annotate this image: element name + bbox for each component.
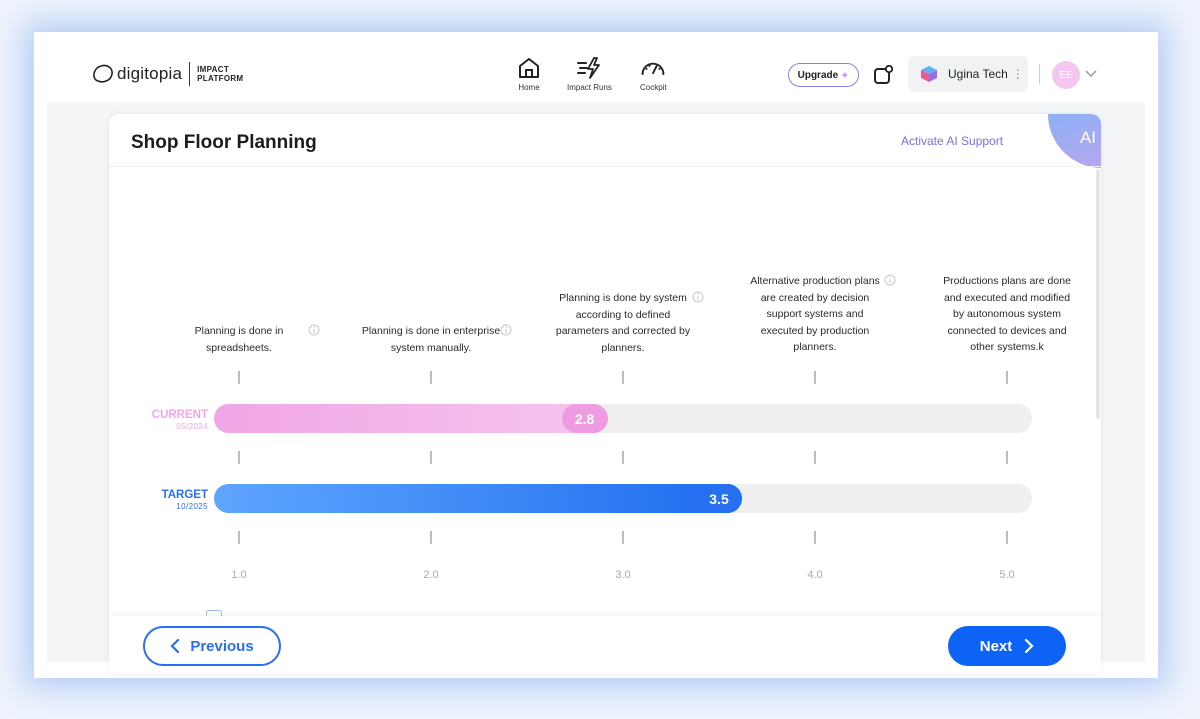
nav-home-label: Home <box>518 83 540 92</box>
card-title: Shop Floor Planning <box>131 132 317 153</box>
notification-icon[interactable] <box>873 65 893 85</box>
header-divider <box>1039 64 1040 84</box>
scale-tick <box>814 371 816 384</box>
card-header-divider <box>109 166 1101 167</box>
digitopia-logo-icon <box>93 64 113 83</box>
cockpit-icon <box>641 62 665 76</box>
previous-button[interactable]: Previous <box>143 626 281 666</box>
logo-subtitle-line1: IMPACT <box>197 65 230 74</box>
card-footer: Previous Next <box>109 616 1101 674</box>
previous-label: Previous <box>190 637 254 655</box>
nav-cockpit[interactable]: Cockpit <box>640 56 667 92</box>
current-bar-label: CURRENT 05/2024 <box>131 409 208 431</box>
impact-runs-icon <box>577 57 601 79</box>
scale-tick <box>622 371 624 384</box>
target-bar-label: TARGET 10/2025 <box>131 489 208 511</box>
axis-label-3: 3.0 <box>615 569 631 581</box>
scale-tick <box>430 371 432 384</box>
logo-subtitle-line2: PLATFORM <box>197 74 244 83</box>
nav-impact-runs-label: Impact Runs <box>567 83 612 92</box>
level-description-1: Planning is done in spreadsheets. <box>194 325 284 354</box>
nav-cockpit-label: Cockpit <box>640 83 667 92</box>
scale-tick <box>430 531 432 544</box>
level-description-4: Alternative production plans are created… <box>750 275 880 353</box>
axis-label-5: 5.0 <box>999 569 1015 581</box>
axis-label-2: 2.0 <box>423 569 439 581</box>
checkbox-icon[interactable] <box>206 610 222 620</box>
level-description-3: Planning is done by system according to … <box>555 292 691 354</box>
scale-tick <box>238 451 240 464</box>
sparkle-icon: ✦ <box>840 69 850 82</box>
scale-tick <box>814 531 816 544</box>
logo-divider <box>189 62 191 86</box>
ai-badge-label: AI <box>1079 128 1096 147</box>
current-value-badge[interactable]: 2.8 <box>561 404 608 433</box>
target-fill <box>214 484 742 513</box>
scale-tick <box>238 371 240 384</box>
chevron-down-icon[interactable] <box>1085 69 1097 79</box>
logo-text: digitopia <box>117 64 183 83</box>
scale-tick <box>430 451 432 464</box>
organization-logo-icon <box>921 66 937 82</box>
info-icon[interactable] <box>692 291 704 303</box>
organization-switcher[interactable]: Ugina Tech ⋮ <box>908 56 1028 92</box>
axis-label-1: 1.0 <box>231 569 247 581</box>
scale-tick <box>1006 531 1008 544</box>
next-label: Next <box>979 637 1013 655</box>
info-icon[interactable] <box>308 324 320 336</box>
scale-tick <box>1006 451 1008 464</box>
assessment-card: Shop Floor Planning Activate AI Support … <box>109 114 1101 674</box>
chevron-left-icon <box>170 639 180 653</box>
level-description-2: Planning is done in enterprise system ma… <box>361 325 501 354</box>
axis-label-4: 4.0 <box>807 569 823 581</box>
scale-tick <box>238 531 240 544</box>
nav-impact-runs[interactable]: Impact Runs <box>567 56 612 92</box>
top-header: digitopia IMPACT PLATFORM Home Impact Ru… <box>34 32 1158 102</box>
upgrade-label: Upgrade <box>797 69 839 81</box>
target-label: TARGET <box>161 489 208 501</box>
info-icon[interactable] <box>500 324 512 336</box>
current-label: CURRENT <box>151 409 208 421</box>
current-track[interactable]: 2.8 <box>214 404 1032 433</box>
more-options-icon[interactable]: ⋮ <box>1011 67 1024 81</box>
organization-name: Ugina Tech <box>948 67 1008 81</box>
ai-badge-button[interactable]: AI <box>1048 114 1101 168</box>
logo[interactable]: digitopia IMPACT PLATFORM <box>92 62 243 86</box>
current-date: 05/2024 <box>176 422 208 431</box>
scale-tick <box>1006 371 1008 384</box>
target-track[interactable]: 3.5 <box>214 484 1032 513</box>
activate-ai-support-link[interactable]: Activate AI Support <box>901 134 1004 148</box>
scale-tick <box>814 451 816 464</box>
scale-tick <box>622 451 624 464</box>
next-button[interactable]: Next <box>948 626 1066 666</box>
home-icon <box>519 58 539 78</box>
info-icon[interactable] <box>884 274 896 286</box>
current-fill <box>214 404 608 433</box>
upgrade-button[interactable]: Upgrade ✦ <box>788 63 859 87</box>
logo-subtitle: IMPACT PLATFORM <box>197 65 243 83</box>
target-value-badge[interactable]: 3.5 <box>696 484 742 513</box>
user-avatar[interactable]: EE <box>1052 61 1080 89</box>
scale-tick <box>622 531 624 544</box>
target-date: 10/2025 <box>176 502 208 511</box>
chevron-right-icon <box>1025 639 1034 653</box>
app-window: digitopia IMPACT PLATFORM Home Impact Ru… <box>34 32 1158 678</box>
nav-home[interactable]: Home <box>516 56 542 92</box>
scrollbar[interactable] <box>1096 169 1100 419</box>
level-description-5: Productions plans are done and executed … <box>943 275 1071 353</box>
